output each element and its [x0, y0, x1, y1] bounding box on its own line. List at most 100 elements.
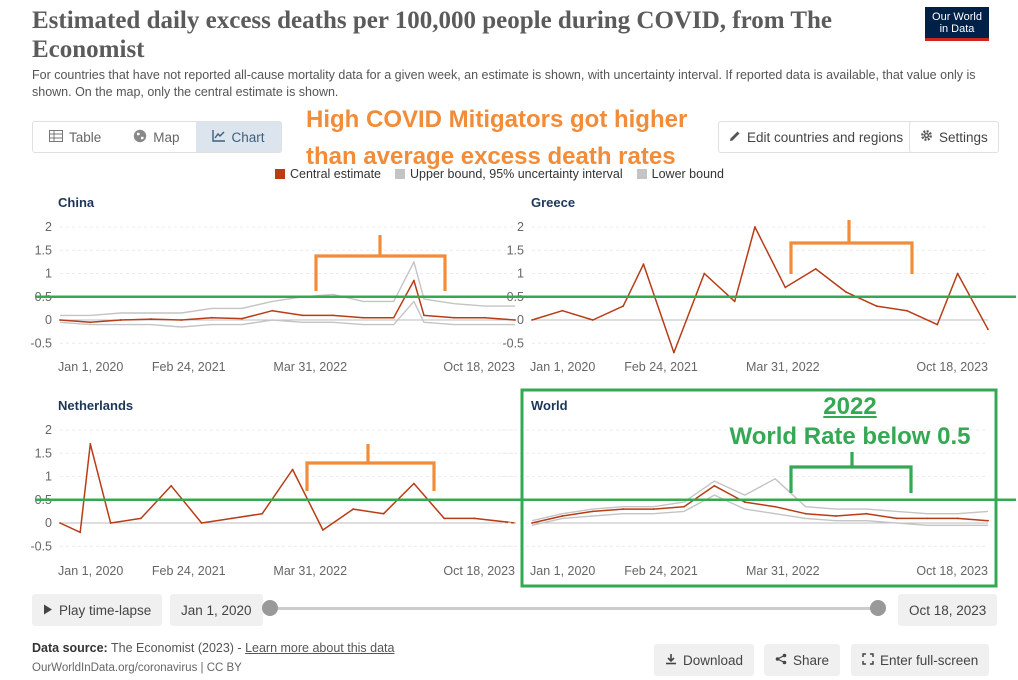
y-tick-label: 2: [517, 220, 524, 234]
pencil-icon: [729, 130, 741, 145]
settings-label: Settings: [939, 129, 988, 145]
data-point: [895, 517, 898, 520]
play-timelapse-label: Play time-lapse: [59, 602, 152, 618]
data-point: [453, 316, 456, 319]
share-button[interactable]: Share: [764, 644, 841, 676]
x-tick-label: Mar 31, 2022: [273, 564, 347, 578]
x-tick-label: Mar 31, 2022: [746, 360, 820, 374]
download-button[interactable]: Download: [654, 644, 755, 676]
edit-countries-button[interactable]: Edit countries and regions: [718, 121, 915, 153]
x-tick-label: Feb 24, 2021: [624, 564, 698, 578]
data-point: [672, 351, 675, 354]
x-tick-label: Oct 18, 2023: [443, 360, 515, 374]
data-point: [733, 300, 736, 303]
data-point: [443, 517, 446, 520]
data-point: [362, 316, 365, 319]
data-point: [79, 531, 82, 534]
tab-chart-label: Chart: [231, 129, 265, 145]
chart-panel-world: World Jan 1, 2020 Feb 24, 2021 Mar 31, 2022…: [502, 398, 989, 578]
series-line-upper: [531, 478, 989, 522]
data-point: [703, 272, 706, 275]
orange-bracket-3: [305, 444, 436, 491]
series-line-upper: [60, 261, 515, 317]
expand-icon: [862, 652, 874, 668]
data-point: [743, 501, 746, 503]
orange-annotation-line-1: High COVID Mitigators got higher: [306, 106, 688, 133]
line-chart-icon: [211, 129, 226, 145]
timeline-track[interactable]: [270, 607, 878, 610]
data-point: [59, 522, 61, 524]
play-timelapse-button[interactable]: Play time-lapse: [32, 594, 163, 626]
legend-item-lower[interactable]: Lower bound: [636, 167, 724, 181]
legend-swatch-lower: [636, 169, 647, 179]
data-point: [514, 319, 516, 321]
y-tick-label: 1: [45, 470, 52, 484]
data-point: [814, 267, 817, 270]
x-tick-label: Jan 1, 2020: [530, 360, 595, 374]
y-tick-label: 0: [517, 313, 524, 327]
data-point: [845, 291, 848, 293]
x-tick-label: Jan 1, 2020: [530, 564, 595, 578]
series-line-central: [59, 279, 516, 324]
y-tick-label: -0.5: [502, 336, 524, 350]
timeline-end-date[interactable]: Oct 18, 2023: [898, 594, 998, 626]
chart-panel-title: World: [531, 398, 568, 413]
y-tick-label: 2: [45, 423, 52, 437]
data-point: [561, 309, 564, 312]
data-point: [804, 512, 807, 515]
timeline-end-handle[interactable]: [870, 600, 886, 616]
chart-panel-title: Greece: [531, 195, 575, 210]
tab-chart[interactable]: Chart: [195, 122, 281, 152]
logo-line-2: in Data: [939, 23, 975, 35]
owid-logo[interactable]: Our World in Data: [925, 7, 989, 41]
data-point: [561, 515, 564, 517]
logo-line-1: Our World: [932, 11, 982, 23]
edit-countries-label: Edit countries and regions: [747, 129, 904, 145]
timeline-start-handle[interactable]: [262, 600, 278, 616]
data-point: [89, 443, 92, 445]
table-icon: [49, 129, 63, 145]
data-point: [230, 517, 233, 520]
timeline-start-date[interactable]: Jan 1, 2020: [170, 594, 263, 626]
y-tick-label: 1.5: [35, 243, 52, 257]
tab-map[interactable]: Map: [117, 122, 195, 152]
x-tick-label: Feb 24, 2021: [152, 564, 226, 578]
data-point: [109, 522, 112, 524]
data-point: [332, 314, 334, 317]
legend-item-central[interactable]: Central estimate: [275, 167, 381, 181]
series-line-central: [531, 485, 989, 524]
y-tick-label: 0: [45, 516, 52, 530]
y-tick-label: 1: [517, 267, 524, 281]
data-point: [473, 517, 476, 520]
share-label: Share: [793, 652, 830, 668]
license-url[interactable]: OurWorldInData.org/coronavirus | CC BY: [32, 662, 242, 674]
chart-legend: Central estimate Upper bound, 95% uncert…: [275, 167, 724, 181]
download-label: Download: [683, 652, 744, 668]
x-tick-label: Oct 18, 2023: [916, 360, 988, 374]
x-tick-label: Mar 31, 2022: [746, 564, 820, 578]
y-tick-label: 1.5: [35, 446, 52, 460]
legend-item-upper[interactable]: Upper bound, 95% uncertainty interval: [395, 167, 623, 181]
settings-button[interactable]: Settings: [909, 121, 999, 153]
legend-swatch-upper: [395, 169, 406, 179]
data-point: [291, 468, 294, 471]
fullscreen-button[interactable]: Enter full-screen: [851, 644, 990, 676]
data-point: [483, 316, 486, 319]
data-point: [170, 484, 173, 487]
data-point: [412, 279, 415, 282]
data-point: [382, 512, 385, 515]
world-annotation-year: 2022: [823, 393, 877, 420]
play-icon: [43, 603, 53, 618]
data-point: [754, 226, 756, 228]
learn-more-link[interactable]: Learn more about this data: [245, 641, 395, 655]
orange-annotation-line-2: than average excess death rates: [306, 143, 676, 170]
data-point: [150, 318, 152, 320]
tab-map-label: Map: [153, 129, 180, 145]
data-point: [119, 319, 122, 321]
data-point: [652, 508, 655, 510]
y-tick-label: 1: [45, 267, 52, 281]
tab-table[interactable]: Table: [33, 122, 117, 152]
